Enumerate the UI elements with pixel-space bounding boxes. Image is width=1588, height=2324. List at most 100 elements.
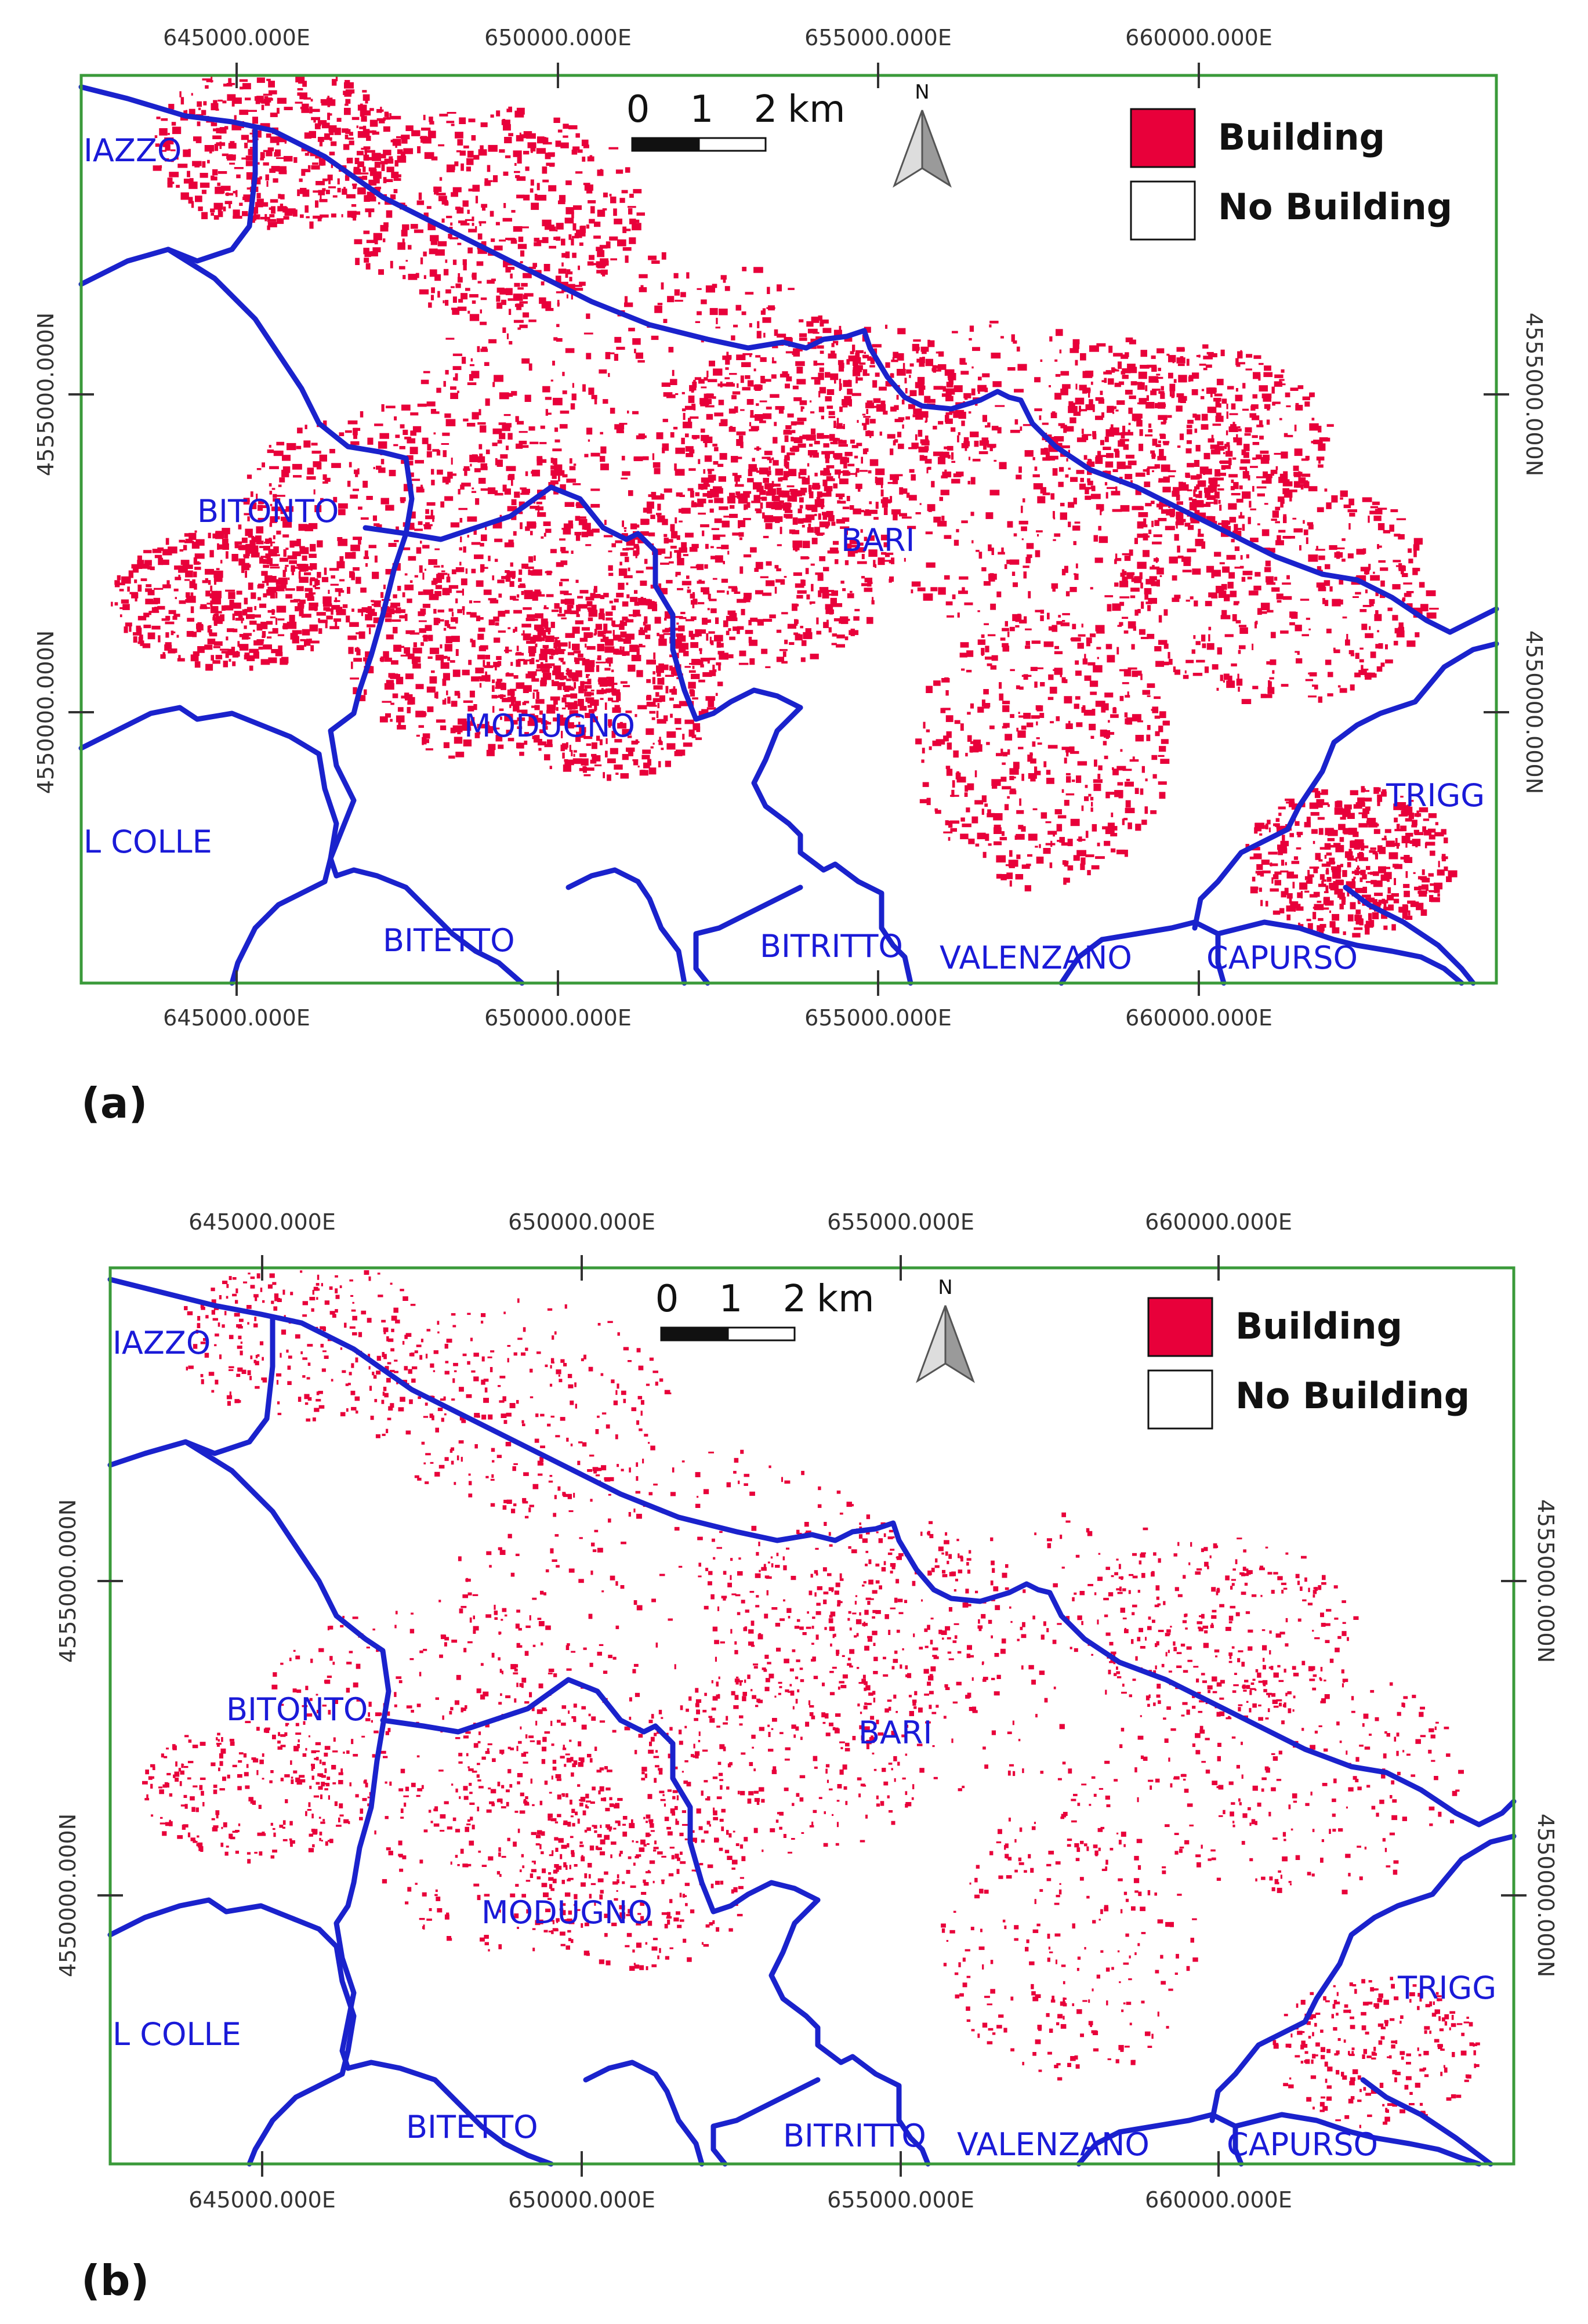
building-patch [641,435,647,438]
building-patch [1316,582,1325,588]
building-patch [802,477,810,485]
building-patch [238,524,242,530]
building-patch [179,91,182,97]
building-patch [1355,592,1361,594]
building-patch [553,337,558,341]
building-patch [1240,350,1242,357]
building-patch [198,206,203,211]
building-patch [1297,652,1300,655]
building-patch [1035,550,1040,557]
building-patch [1266,576,1274,583]
building-patch [1296,847,1301,850]
building-patch [1059,349,1062,354]
building-patch [1321,863,1331,867]
building-patch [1176,512,1184,519]
building-patch [899,487,904,495]
building-patch [1355,652,1359,659]
building-patch [975,843,980,847]
building-patch [667,296,675,303]
building-patch [1031,753,1033,756]
building-patch [1014,389,1024,393]
building-patch [290,633,298,640]
building-patch [880,484,883,488]
building-patch [357,131,367,138]
building-patch [1146,395,1149,401]
building-patch [480,348,488,352]
building-patch [458,299,463,303]
building-patch [602,208,607,211]
building-patch [301,108,309,113]
building-patch [229,162,235,165]
building-patch [345,175,349,181]
building-patch [611,620,615,626]
building-patch [738,532,744,537]
building-patch [614,218,622,224]
building-patch [543,605,547,609]
building-patch [610,408,615,414]
building-patch [566,678,571,681]
building-patch [883,542,890,548]
building-patch [1101,380,1105,382]
building-patch [622,247,632,251]
building-patch [1308,554,1318,562]
building-patch [287,555,298,560]
building-patch [1308,524,1314,530]
building-patch [1044,447,1048,451]
building-patch [229,600,234,606]
building-patch [226,192,229,196]
building-patch [909,363,914,367]
building-patch [1073,411,1081,416]
building-patch [1007,796,1010,799]
building-patch [849,473,857,475]
building-patch [1341,808,1351,813]
building-patch [1268,680,1271,682]
building-patch [1425,842,1435,846]
building-patch [568,520,573,524]
building-patch [1133,626,1136,631]
building-patch [1136,420,1143,427]
building-patch [622,601,629,607]
building-patch [960,817,965,822]
building-patch [1394,628,1405,634]
building-patch [1169,390,1172,397]
building-patch [306,216,310,219]
building-patch [901,399,905,405]
building-patch [142,643,151,648]
building-patch [393,626,398,634]
building-patch [1266,582,1276,585]
building-patch [1101,412,1104,418]
building-patch [244,608,251,612]
building-patch [493,175,498,183]
building-patch [351,608,354,612]
building-patch [309,553,317,558]
building-patch [1263,372,1273,378]
building-patch [1370,575,1380,581]
building-patch [1151,453,1156,459]
building-patch [880,499,891,503]
building-patch [371,192,374,197]
building-patch [1380,567,1388,571]
building-patch [1387,607,1393,611]
building-patch [810,338,820,342]
building-patch [263,559,271,564]
building-patch [537,719,543,723]
building-patch [836,423,843,429]
building-patch [1296,658,1303,664]
building-patch [451,569,456,575]
building-patch [332,79,337,86]
building-patch [386,166,394,172]
building-patch [918,430,923,437]
building-patch [445,338,455,340]
building-patch [1392,615,1398,621]
building-patch [194,661,201,668]
building-patch [872,380,878,388]
building-patch [941,678,950,683]
building-patch [854,455,858,459]
building-patch [1194,600,1198,607]
building-patch [1441,854,1446,862]
building-patch [708,379,717,382]
building-patch [510,240,517,244]
building-patch [342,128,349,133]
building-patch [579,637,588,642]
building-patch [316,507,319,510]
